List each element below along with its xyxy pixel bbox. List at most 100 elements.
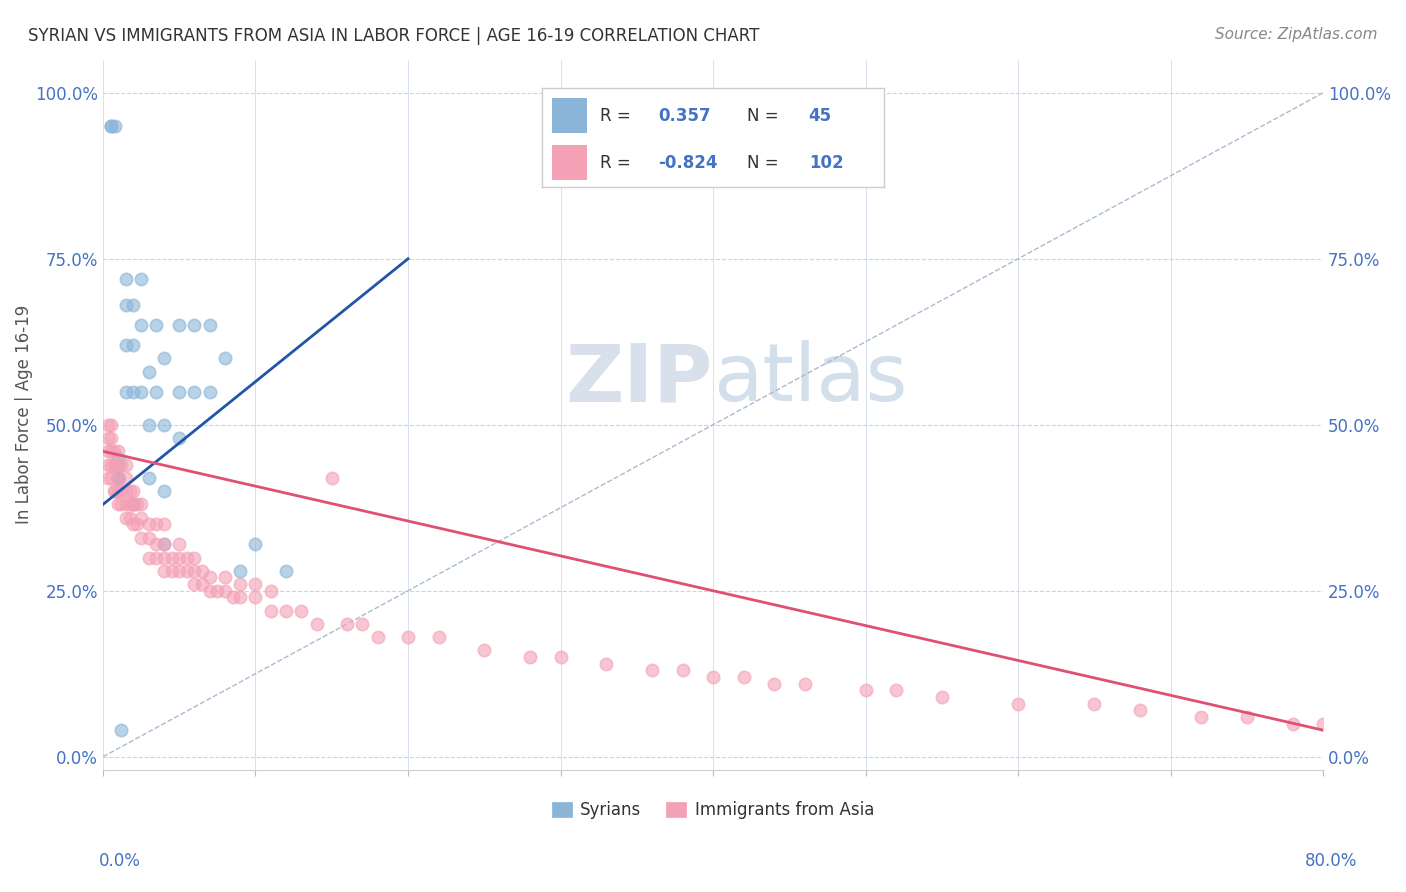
Point <box>160 564 183 578</box>
Point <box>122 498 145 512</box>
Point <box>245 537 267 551</box>
Point <box>167 431 190 445</box>
Point <box>100 119 122 133</box>
Point <box>107 498 129 512</box>
Point <box>107 471 129 485</box>
Text: 0.0%: 0.0% <box>98 852 141 870</box>
Point <box>176 550 198 565</box>
Point <box>100 458 122 472</box>
Point <box>138 550 160 565</box>
Point <box>107 471 129 485</box>
Point <box>129 531 152 545</box>
Point <box>1007 697 1029 711</box>
Point <box>198 570 221 584</box>
Point <box>176 564 198 578</box>
Point <box>103 458 125 472</box>
Point <box>305 616 328 631</box>
Point <box>122 498 145 512</box>
Point <box>129 271 152 285</box>
Point <box>472 643 495 657</box>
Point <box>183 384 205 399</box>
Point <box>138 417 160 432</box>
Point <box>153 537 176 551</box>
Point <box>671 664 693 678</box>
Point <box>191 564 214 578</box>
Point <box>107 458 129 472</box>
Point <box>167 384 190 399</box>
Point <box>129 318 152 333</box>
Point <box>274 564 297 578</box>
Y-axis label: In Labor Force | Age 16-19: In Labor Force | Age 16-19 <box>15 305 32 524</box>
Point <box>167 537 190 551</box>
Point <box>145 384 167 399</box>
Point <box>183 564 205 578</box>
Point <box>107 471 129 485</box>
Point <box>115 271 138 285</box>
Point <box>115 384 138 399</box>
Point <box>702 670 724 684</box>
Point <box>198 384 221 399</box>
Point <box>550 650 572 665</box>
Point <box>763 676 786 690</box>
Point <box>427 630 450 644</box>
Point <box>183 577 205 591</box>
Point <box>115 298 138 312</box>
Point <box>214 351 236 366</box>
Point <box>274 604 297 618</box>
Point <box>321 471 343 485</box>
Point <box>110 458 132 472</box>
Point <box>96 471 118 485</box>
Point <box>145 537 167 551</box>
Point <box>107 471 129 485</box>
Point <box>855 683 877 698</box>
Point <box>214 583 236 598</box>
Point <box>122 338 145 352</box>
Point <box>107 471 129 485</box>
Point <box>931 690 953 704</box>
Point <box>1083 697 1105 711</box>
Point <box>96 431 118 445</box>
Point <box>129 510 152 524</box>
Point <box>167 318 190 333</box>
Point <box>115 458 138 472</box>
Point <box>198 318 221 333</box>
Point <box>153 351 176 366</box>
Point <box>125 498 148 512</box>
Point <box>145 318 167 333</box>
Point <box>125 517 148 532</box>
Point <box>129 384 152 399</box>
Point <box>107 484 129 499</box>
Point <box>229 564 252 578</box>
Point <box>138 471 160 485</box>
Point <box>191 577 214 591</box>
Point <box>145 517 167 532</box>
Point <box>183 318 205 333</box>
Point <box>290 604 312 618</box>
Point <box>104 458 127 472</box>
Text: Source: ZipAtlas.com: Source: ZipAtlas.com <box>1215 27 1378 42</box>
Point <box>167 550 190 565</box>
Point <box>1129 703 1152 717</box>
Point <box>115 471 138 485</box>
Point <box>122 384 145 399</box>
Point <box>107 450 129 465</box>
Point <box>260 583 283 598</box>
Point <box>153 517 176 532</box>
Point <box>793 676 815 690</box>
Point <box>229 591 252 605</box>
Legend: Syrians, Immigrants from Asia: Syrians, Immigrants from Asia <box>546 794 882 826</box>
Point <box>1281 716 1303 731</box>
Point <box>120 510 142 524</box>
Point <box>260 604 283 618</box>
Point <box>207 583 229 598</box>
Point <box>100 471 122 485</box>
Point <box>122 298 145 312</box>
Point <box>160 550 183 565</box>
Point <box>519 650 541 665</box>
Point <box>229 577 252 591</box>
Point <box>153 417 176 432</box>
Text: 80.0%: 80.0% <box>1305 852 1357 870</box>
Point <box>245 591 267 605</box>
Point <box>96 417 118 432</box>
Point <box>100 417 122 432</box>
